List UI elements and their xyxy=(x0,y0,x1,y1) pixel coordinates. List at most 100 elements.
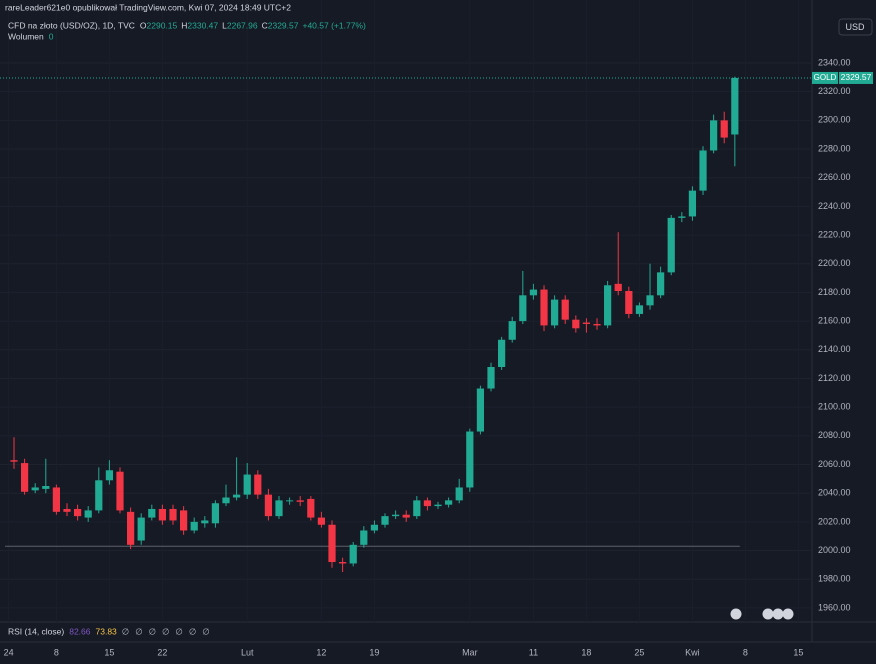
candle-body xyxy=(349,544,357,564)
candle-body xyxy=(286,500,294,502)
candle-body xyxy=(190,521,198,531)
candle-body xyxy=(95,480,103,511)
candle-body xyxy=(402,514,410,518)
candle-body xyxy=(10,460,18,462)
publisher: rareLeader621e0 opublikował TradingView.… xyxy=(5,2,291,12)
grid xyxy=(0,77,812,547)
candle-body xyxy=(254,474,262,495)
y-tick-label: 2340.00 xyxy=(818,57,851,67)
candle-body xyxy=(392,514,400,517)
last-price: 2329.57 xyxy=(841,72,872,82)
rsi-label: RSI (14, close) xyxy=(8,626,64,636)
rsi-na: ∅ xyxy=(202,626,210,636)
volume: 0 xyxy=(49,31,54,41)
candle-body xyxy=(625,291,633,314)
candle-body xyxy=(445,500,453,505)
candle-body xyxy=(307,498,315,518)
x-tick-label: 12 xyxy=(316,647,326,657)
candle-body xyxy=(529,289,538,296)
ticker: GOLD xyxy=(814,73,837,82)
ohlc-label: H xyxy=(181,20,187,30)
x-tick-label: 22 xyxy=(157,647,167,657)
candle-body xyxy=(52,487,60,512)
candle-body xyxy=(498,339,506,368)
ohlc-label: O xyxy=(140,20,147,30)
candle-body xyxy=(561,299,569,320)
y-tick-label: 1960.00 xyxy=(818,602,851,612)
candle-body xyxy=(264,494,273,517)
ohlc-value: 2329.57 xyxy=(268,20,299,30)
currency[interactable]: USD xyxy=(845,22,865,32)
rsi-value: 73.83 xyxy=(96,626,118,636)
candle-body xyxy=(720,120,728,138)
volume-label: Wolumen xyxy=(8,31,44,41)
ohlc-label: C xyxy=(262,20,268,30)
candle-body xyxy=(211,503,220,524)
y-tick-label: 2300.00 xyxy=(818,115,851,125)
rsi-na: ∅ xyxy=(189,626,197,636)
candle-body xyxy=(487,367,495,389)
y-tick-label: 2140.00 xyxy=(818,344,851,354)
candles xyxy=(10,76,739,573)
candle-body xyxy=(434,504,442,507)
candle-body xyxy=(667,217,675,273)
y-tick-label: 2180.00 xyxy=(818,287,851,297)
candle-body xyxy=(646,295,654,306)
candle-body xyxy=(116,471,124,511)
event-icon[interactable] xyxy=(730,608,742,620)
candle-body xyxy=(360,530,368,545)
price-badge xyxy=(839,71,873,84)
y-tick-label: 2100.00 xyxy=(818,402,851,412)
candle-body xyxy=(455,487,463,501)
candle-body xyxy=(635,305,644,314)
change: +40.57 (+1.77%) xyxy=(302,20,365,30)
candle-body xyxy=(84,510,92,518)
candle-body xyxy=(73,508,82,517)
x-tick-label: 15 xyxy=(793,647,803,657)
event-icon[interactable] xyxy=(782,608,794,620)
symbol: CFD na złoto (USD/OZ), 1D, TVC xyxy=(8,20,135,30)
rsi-na: ∅ xyxy=(149,626,157,636)
candle-body xyxy=(699,150,707,191)
candle-body xyxy=(20,463,29,492)
candle-body xyxy=(678,216,686,218)
event-icons xyxy=(730,608,794,620)
ohlc-value: 2290.15 xyxy=(147,20,178,30)
x-tick-label: 25 xyxy=(634,647,644,657)
x-tick-label: 15 xyxy=(104,647,114,657)
rsi-na: ∅ xyxy=(135,626,143,636)
candle-body xyxy=(317,517,326,525)
x-tick-label: 18 xyxy=(581,647,591,657)
candle-body xyxy=(370,524,379,531)
candle-body xyxy=(148,508,156,518)
x-tick-label: 8 xyxy=(54,647,59,657)
x-tick-label: 11 xyxy=(529,647,538,657)
event-icon[interactable] xyxy=(762,608,774,620)
y-tick-label: 2220.00 xyxy=(818,229,851,239)
candle-body xyxy=(158,508,167,521)
candle-body xyxy=(63,508,71,512)
candle-body xyxy=(423,500,432,507)
ohlc-value: 2267.96 xyxy=(227,20,258,30)
candle-body xyxy=(243,474,251,495)
ohlc-label: L xyxy=(222,20,227,30)
y-tick-label: 2320.00 xyxy=(818,86,851,96)
x-tick-label: 24 xyxy=(4,647,14,657)
candle-body xyxy=(572,319,580,329)
rsi-na: ∅ xyxy=(162,626,170,636)
currency-button[interactable] xyxy=(838,18,873,36)
y-tick-label: 2160.00 xyxy=(818,315,851,325)
candle-body xyxy=(519,295,527,322)
x-tick-label: 19 xyxy=(369,647,379,657)
y-tick-label: 2260.00 xyxy=(818,172,851,182)
y-tick-label: 2040.00 xyxy=(818,488,851,498)
candle-body xyxy=(540,289,548,326)
candle-body xyxy=(232,494,241,498)
y-tick-label: 2120.00 xyxy=(818,373,851,383)
x-tick-label: 8 xyxy=(743,647,748,657)
event-icon[interactable] xyxy=(772,608,784,620)
y-tick-label: 2240.00 xyxy=(818,201,851,211)
candle-body xyxy=(476,388,485,432)
candle-body xyxy=(688,190,697,217)
